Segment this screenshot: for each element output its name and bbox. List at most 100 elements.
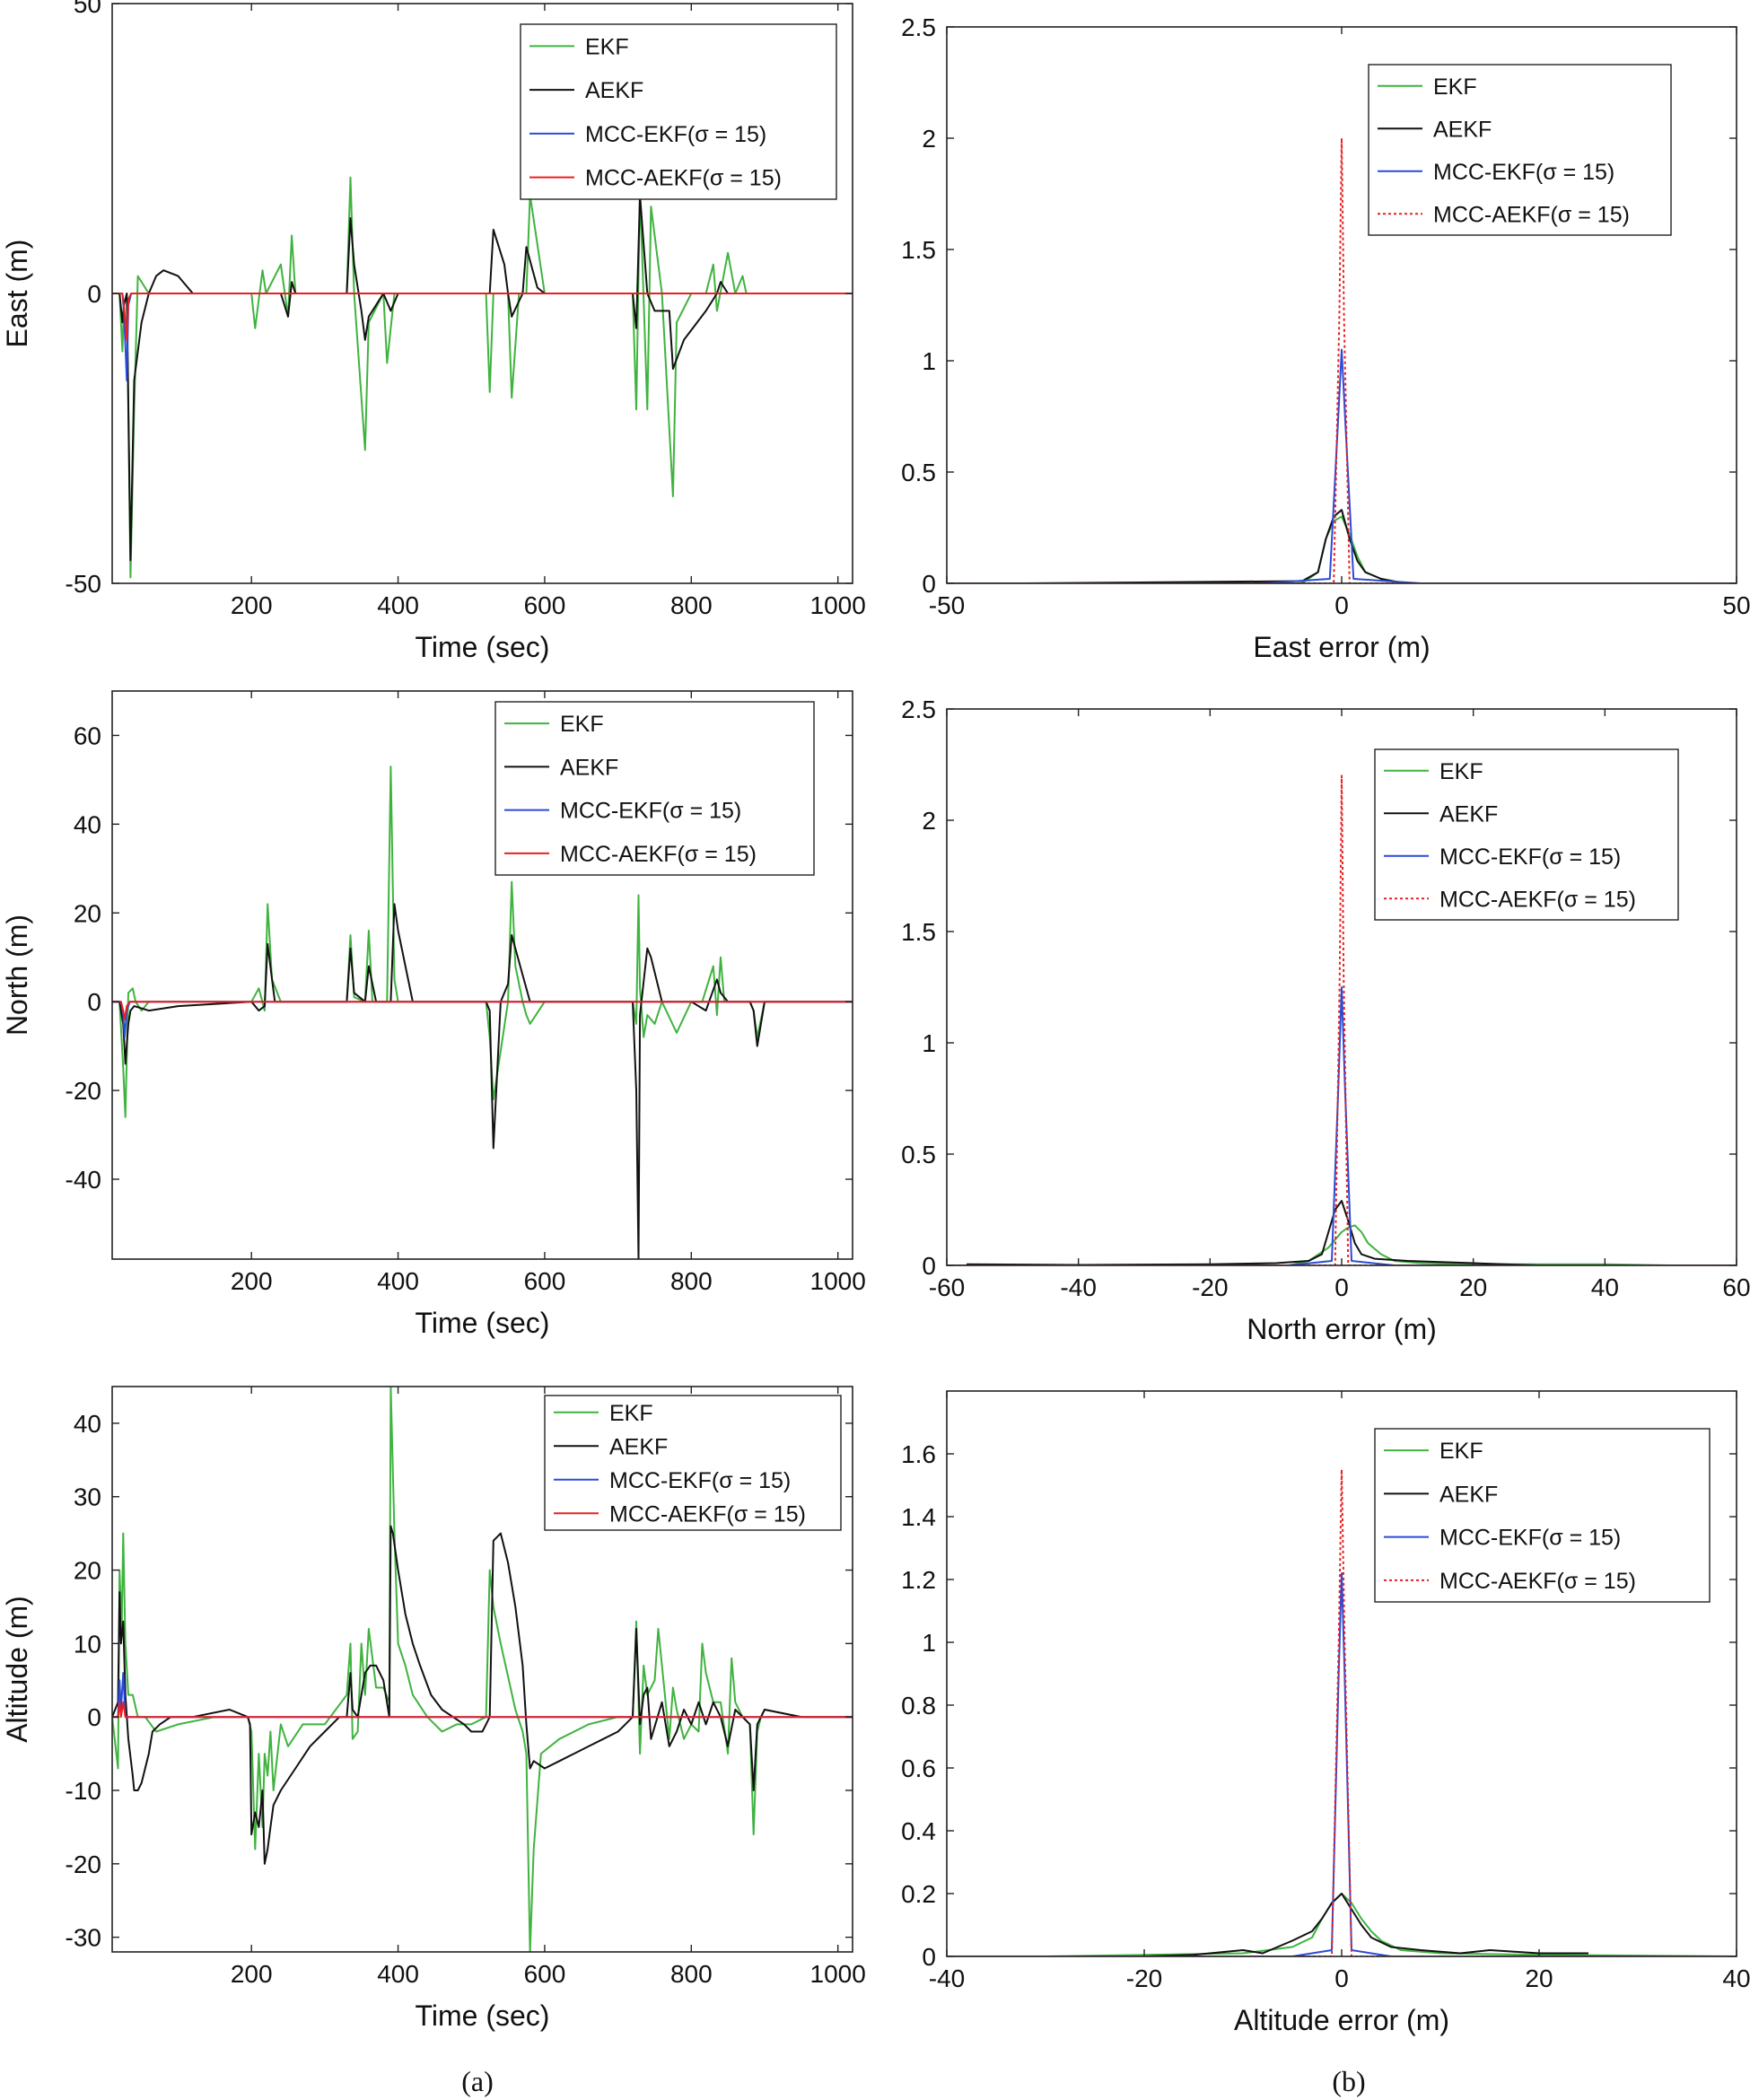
altitude-pdf-ytick-label: 0.2 [901, 1880, 936, 1908]
north-time-legend: EKF AEKF MCC-EKF(σ = 15) MCC-AEKF(σ = 15) [494, 701, 815, 876]
north-pdf-ytick-label: 0.5 [901, 1141, 936, 1168]
north-pdf-xtick-label: 40 [1591, 1273, 1619, 1301]
north-pdf-series-mcc-aekf [947, 774, 1737, 1265]
east-pdf-legend-label: MCC-EKF(σ = 15) [1433, 160, 1614, 185]
north-time-ytick-label: 40 [74, 810, 101, 838]
east-time-xtick-label: 1000 [810, 591, 866, 619]
east-pdf-ytick-label: 1.5 [901, 236, 936, 264]
altitude-time-series-group [112, 1387, 853, 1952]
north-pdf-legend-box [1374, 748, 1679, 921]
altitude-pdf-xlabel: Altitude error (m) [1234, 2004, 1449, 2036]
north-pdf-series-aekf [966, 1200, 1540, 1265]
altitude-time-ytick-label: -20 [66, 1851, 101, 1878]
north-pdf-legend: EKF AEKF MCC-EKF(σ = 15) MCC-AEKF(σ = 15) [1374, 748, 1679, 921]
north-pdf-series-group [947, 774, 1737, 1265]
north-pdf-legend-label: AEKF [1439, 801, 1498, 827]
north-time-legend-label: MCC-EKF(σ = 15) [560, 799, 741, 824]
east-time-ytick-label: -50 [66, 570, 101, 598]
north-time-ytick-label: 20 [74, 899, 101, 927]
altitude-pdf-ytick-label: 0.8 [901, 1692, 936, 1719]
altitude-pdf-legend-label: MCC-EKF(σ = 15) [1439, 1526, 1621, 1551]
east-pdf-series-group [947, 137, 1737, 583]
north-pdf-series-ekf [947, 1224, 1671, 1265]
east-pdf-xtick-label: 0 [1334, 591, 1349, 619]
north-time-ytick-label: -40 [66, 1166, 101, 1194]
altitude-time-xtick-label: 1000 [810, 1960, 866, 1988]
north-pdf-xtick-label: 60 [1722, 1273, 1750, 1301]
altitude-time-ytick-label: 10 [74, 1630, 101, 1658]
altitude-time-axes-frame [111, 1386, 853, 1953]
altitude-pdf-xtick-label: 0 [1334, 1964, 1349, 1992]
east-pdf-ytick-label: 0 [922, 570, 936, 598]
east-time-panel: 200 400 600 800 1000 -50 0 50 Time (sec) East (m)… [1, 0, 866, 663]
north-pdf-panel: -60 -40 -20 0 20 40 60 0 0.5 1 1.5 2 2.5 North error … [901, 696, 1750, 1345]
east-time-legend-label: MCC-AEKF(σ = 15) [585, 166, 782, 191]
north-time-ytick-label: -20 [66, 1077, 101, 1105]
altitude-pdf-series-group [947, 1468, 1737, 1956]
east-time-legend: EKF AEKF MCC-EKF(σ = 15) MCC-AEKF(σ = 15) [520, 23, 837, 200]
east-pdf-series-ekf [947, 515, 1500, 583]
altitude-pdf-ytick-label: 0.4 [901, 1817, 936, 1845]
north-time-series-group [112, 766, 853, 1259]
altitude-time-panel: 200 400 600 800 1000 -30 -20 -10 0 10 20 30 40 Time (… [1, 1386, 866, 2032]
east-pdf-xtick-label: 50 [1722, 591, 1750, 619]
north-time-xtick-label: 1000 [810, 1267, 866, 1295]
east-pdf-xtick-label: -50 [929, 591, 965, 619]
east-pdf-ytick-label: 0.5 [901, 459, 936, 486]
altitude-pdf-ytick-label: 0 [922, 1943, 936, 1971]
altitude-time-legend-label: MCC-AEKF(σ = 15) [609, 1501, 806, 1527]
east-time-ylabel: East (m) [1, 240, 33, 348]
east-pdf-legend-label: MCC-AEKF(σ = 15) [1433, 202, 1630, 227]
altitude-time-ytick-label: 30 [74, 1483, 101, 1511]
east-time-ytick-label: 0 [87, 280, 101, 308]
north-pdf-ytick-label: 2.5 [901, 696, 936, 723]
north-pdf-legend-label: MCC-EKF(σ = 15) [1439, 844, 1621, 870]
east-time-xlabel: Time (sec) [416, 631, 550, 663]
north-pdf-ytick-label: 2 [922, 807, 936, 835]
altitude-pdf-ytick-label: 1 [922, 1629, 936, 1657]
altitude-time-legend-box [544, 1395, 842, 1531]
east-pdf-legend-label: EKF [1433, 74, 1477, 100]
north-time-xtick-label: 800 [670, 1267, 713, 1295]
north-time-series-mcc-ekf [112, 1001, 853, 1038]
altitude-pdf-ytick-label: 1.6 [901, 1440, 936, 1468]
north-time-axes-frame [111, 690, 853, 1260]
altitude-time-legend-label: EKF [609, 1401, 653, 1426]
north-pdf-xtick-label: -40 [1060, 1273, 1096, 1301]
caption-b: (b) [1332, 2065, 1365, 2097]
north-pdf-xlabel: North error (m) [1247, 1313, 1437, 1345]
east-pdf-legend-box [1368, 64, 1672, 236]
east-time-xtick-label: 400 [377, 591, 419, 619]
north-time-legend-label: EKF [560, 712, 604, 737]
north-time-legend-label: MCC-AEKF(σ = 15) [560, 842, 757, 867]
north-time-xlabel: Time (sec) [416, 1307, 550, 1339]
altitude-time-xtick-label: 800 [670, 1960, 713, 1988]
altitude-pdf-series-ekf [1045, 1893, 1737, 1956]
altitude-time-ylabel: Altitude (m) [1, 1596, 33, 1743]
east-pdf-series-mcc-ekf [947, 348, 1737, 583]
altitude-time-ytick-label: -10 [66, 1777, 101, 1805]
caption-a: (a) [461, 2065, 494, 2097]
east-time-ytick-label: 50 [74, 0, 101, 18]
east-pdf-legend: EKF AEKF MCC-EKF(σ = 15) MCC-AEKF(σ = 15) [1368, 64, 1672, 236]
altitude-time-series-mcc-aekf [112, 1701, 853, 1719]
altitude-time-legend: EKF AEKF MCC-EKF(σ = 15) MCC-AEKF(σ = 15) [544, 1395, 842, 1531]
east-time-series-mcc-aekf [112, 293, 853, 341]
altitude-pdf-legend-box [1374, 1428, 1711, 1603]
altitude-pdf-legend: EKF AEKF MCC-EKF(σ = 15) MCC-AEKF(σ = 15) [1374, 1428, 1711, 1603]
east-time-series-ekf [112, 176, 853, 579]
altitude-pdf-series-aekf [1143, 1893, 1588, 1956]
east-time-xtick-label: 800 [670, 591, 713, 619]
north-pdf-series-mcc-ekf [947, 986, 1737, 1265]
north-pdf-ytick-label: 1 [922, 1029, 936, 1057]
altitude-pdf-xtick-label: -40 [929, 1964, 965, 1992]
east-pdf-xlabel: East error (m) [1253, 631, 1430, 663]
north-time-series-aekf [112, 903, 853, 1259]
altitude-pdf-legend-label: EKF [1439, 1439, 1483, 1464]
altitude-pdf-panel: -40 -20 0 20 40 0 0.2 0.4 0.6 0.8 1 1.2 1.4 1.6 Altitu… [901, 1390, 1750, 2036]
altitude-time-series-aekf [112, 1525, 853, 1865]
north-pdf-xtick-label: 20 [1459, 1273, 1487, 1301]
north-time-ylabel: North (m) [1, 914, 33, 1036]
